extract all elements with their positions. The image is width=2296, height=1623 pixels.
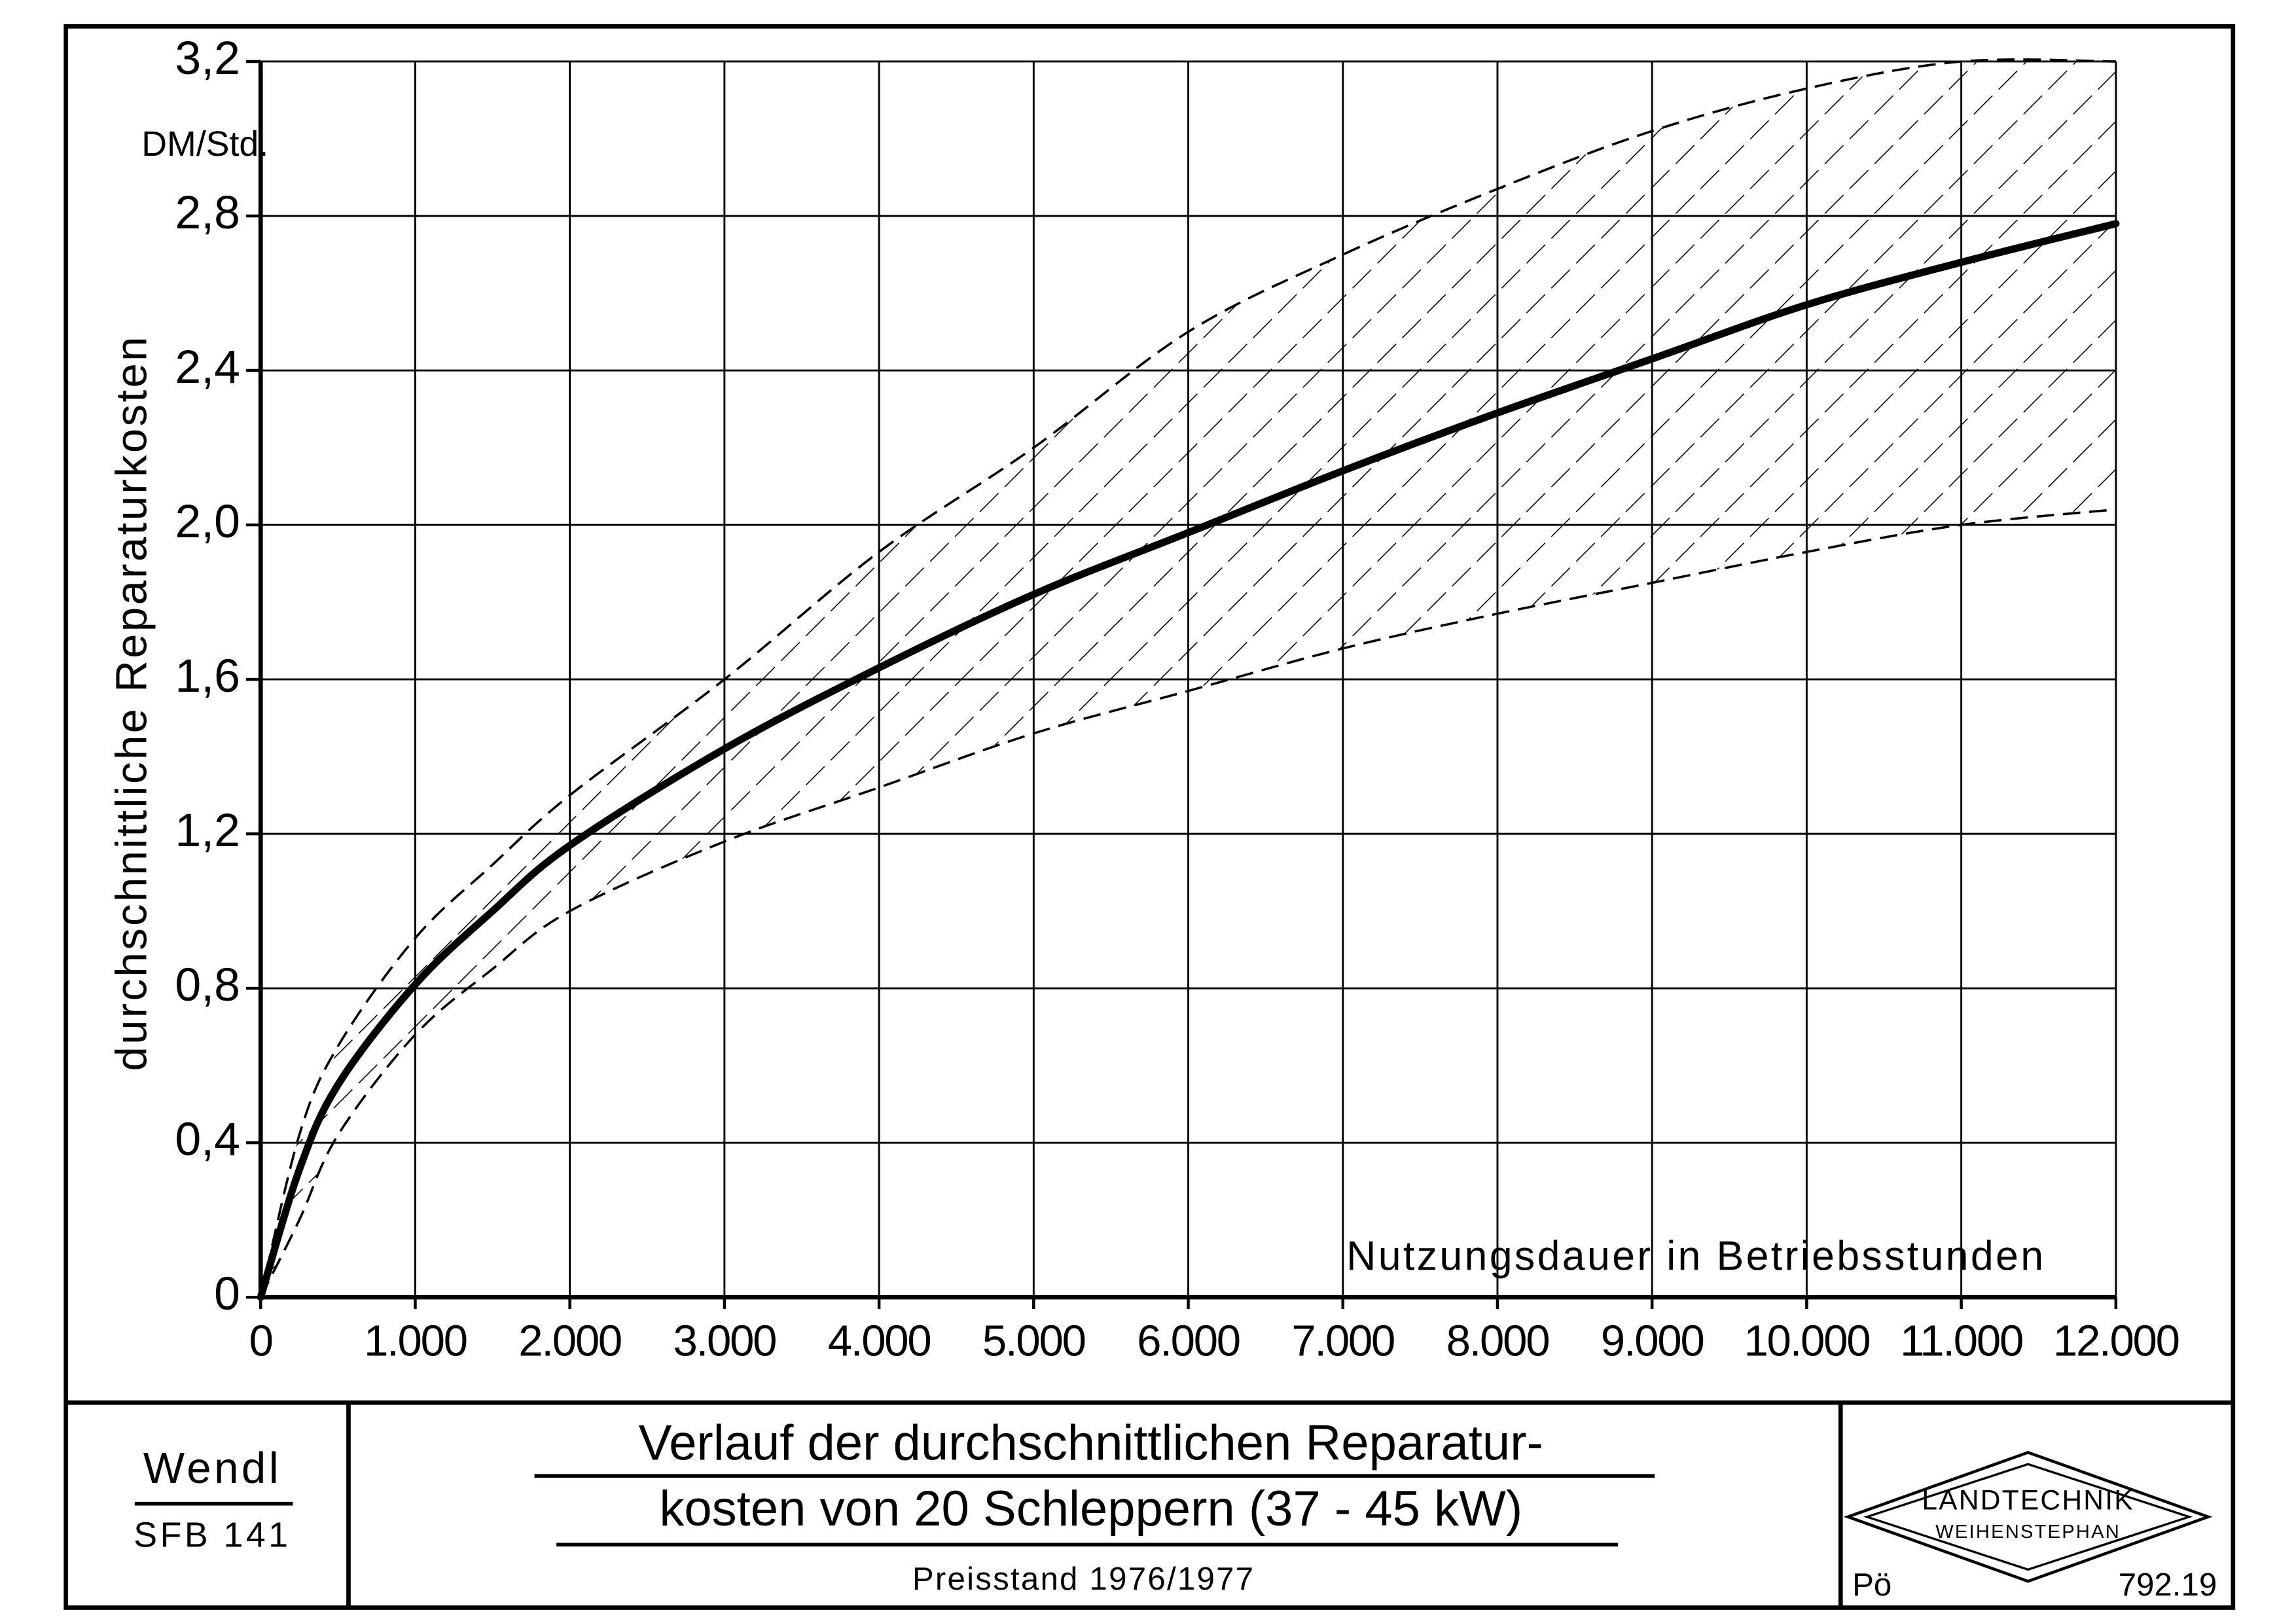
x-tick-label: 9.000 (1601, 1317, 1704, 1366)
series-line (257, 220, 2120, 1301)
chart-title: Verlauf der durchschnittlichen Reparatur… (639, 1415, 1543, 1471)
x-tick-label: 4.000 (828, 1317, 931, 1366)
x-tick-label: 6.000 (1137, 1317, 1240, 1366)
x-tick-label: 3.000 (673, 1317, 776, 1366)
y-tick-label: 2,4 (175, 341, 240, 393)
y-tick-label: 0 (214, 1268, 240, 1320)
x-tick-label: 11.000 (1900, 1317, 2022, 1366)
x-tick-label: 2.000 (518, 1317, 621, 1366)
institute: WEIHENSTEPHAN (1935, 1522, 2121, 1543)
logo-diamond (1843, 1450, 2213, 1583)
project: SFB 141 (134, 1515, 291, 1554)
institute: LANDTECHNIK (1922, 1486, 2134, 1516)
y-tick-label: 3,2 (175, 32, 240, 84)
y-tick-label: 1,6 (175, 650, 240, 702)
initials: Pö (1852, 1567, 1892, 1603)
y-tick-label: 2,8 (175, 187, 240, 239)
x-tick-label: 10.000 (1744, 1317, 1869, 1366)
y-tick-label: 0,4 (175, 1113, 240, 1166)
author: Wendl (143, 1444, 281, 1493)
x-axis-label: Nutzungsdauer in Betriebsstunden (1346, 1234, 2045, 1279)
y-unit: DM/Std. (141, 124, 268, 164)
band-upper (259, 58, 2116, 1298)
x-tick-label: 12.000 (2053, 1317, 2179, 1366)
x-tick-label: 8.000 (1446, 1317, 1549, 1366)
x-tick-label: 5.000 (982, 1317, 1085, 1366)
x-tick-label: 1.000 (364, 1317, 467, 1366)
band-lower (259, 508, 2116, 1298)
chart-title: kosten von 20 Schleppern (37 - 45 kW) (659, 1481, 1522, 1537)
y-tick-label: 1,2 (175, 804, 240, 857)
x-tick-label: 7.000 (1291, 1317, 1394, 1366)
band-fill (260, 59, 2116, 1298)
drawing-number: 792.19 (2119, 1567, 2217, 1603)
plot-area: 0 0,4 0,8 1,2 1,6 2,0 2,4 2,8 3,2 0 1.000 2.000 3.00… (175, 32, 2180, 1366)
y-tick-label: 2,0 (175, 495, 240, 548)
y-axis-label: durchschnittliche Reparaturkosten (107, 334, 156, 1071)
logo-diamond (1863, 1463, 2193, 1571)
outer-frame (63, 24, 2236, 1610)
x-tick-label: 0 (249, 1317, 272, 1366)
subtitle: Preisstand 1976/1977 (912, 1561, 1255, 1597)
y-tick-label: 0,8 (175, 959, 240, 1011)
